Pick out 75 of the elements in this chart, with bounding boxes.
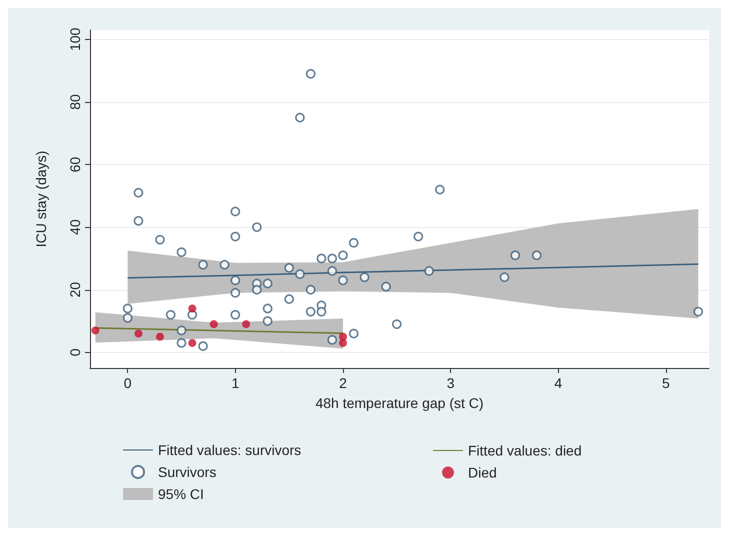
x-tick-label: 2	[339, 375, 348, 391]
point	[693, 306, 704, 316]
y-axis-title: ICU stay (days)	[33, 150, 49, 248]
point	[166, 310, 176, 320]
point	[306, 306, 316, 316]
point	[392, 319, 402, 329]
point	[230, 288, 240, 298]
point	[156, 332, 164, 341]
point	[230, 310, 240, 320]
point	[381, 282, 391, 292]
point	[230, 276, 240, 286]
legend-label: Died	[468, 464, 497, 480]
point	[134, 216, 144, 226]
point	[230, 232, 240, 242]
point	[155, 234, 165, 244]
point	[327, 266, 338, 276]
point	[122, 304, 132, 314]
point	[220, 260, 230, 270]
point	[176, 326, 186, 336]
point	[176, 338, 186, 348]
x-tick-label: 0	[124, 375, 132, 391]
point	[91, 326, 100, 334]
point	[188, 304, 196, 313]
point	[242, 320, 250, 328]
point	[338, 276, 348, 286]
y-tick-label: 100	[67, 27, 83, 52]
point	[284, 294, 294, 304]
point	[360, 272, 370, 282]
point	[435, 184, 445, 194]
point	[134, 330, 142, 338]
point	[198, 341, 208, 351]
point	[198, 260, 208, 270]
point	[252, 284, 262, 295]
legend-label: Fitted values: survivors	[158, 442, 302, 458]
point	[262, 278, 272, 288]
point	[176, 247, 186, 257]
point	[262, 316, 272, 326]
point	[327, 335, 338, 345]
point	[316, 254, 326, 264]
point	[134, 188, 144, 198]
point	[327, 254, 338, 264]
x-tick-label: 4	[554, 375, 562, 391]
legend-label: 95% CI	[158, 486, 204, 502]
point	[188, 338, 196, 347]
x-tick-label: 3	[446, 375, 455, 391]
x-tick-label: 1	[231, 375, 240, 391]
y-tick-label: 0	[67, 348, 83, 356]
point	[338, 250, 348, 260]
point	[414, 232, 424, 242]
point	[306, 284, 316, 295]
y-tick-label: 60	[67, 156, 83, 172]
point	[532, 250, 542, 260]
point	[262, 304, 272, 314]
point	[306, 69, 316, 79]
y-tick-label: 80	[67, 94, 83, 110]
point	[338, 338, 347, 347]
legend-label: Survivors	[158, 464, 216, 480]
point	[348, 238, 359, 248]
y-tick-label: 20	[67, 282, 83, 298]
point	[230, 206, 240, 216]
point	[284, 263, 294, 273]
point	[316, 306, 326, 316]
point	[295, 269, 305, 279]
point	[500, 272, 510, 282]
point	[210, 320, 218, 328]
x-axis-title: 48h temperature gap (st C)	[315, 395, 484, 411]
point	[295, 112, 305, 122]
point	[424, 266, 434, 276]
point	[122, 313, 132, 323]
y-tick-label: 40	[67, 219, 83, 235]
point	[252, 222, 262, 232]
legend-label: Fitted values: died	[468, 442, 582, 458]
point	[348, 328, 359, 338]
point	[510, 250, 520, 260]
x-tick-label: 5	[662, 375, 670, 391]
